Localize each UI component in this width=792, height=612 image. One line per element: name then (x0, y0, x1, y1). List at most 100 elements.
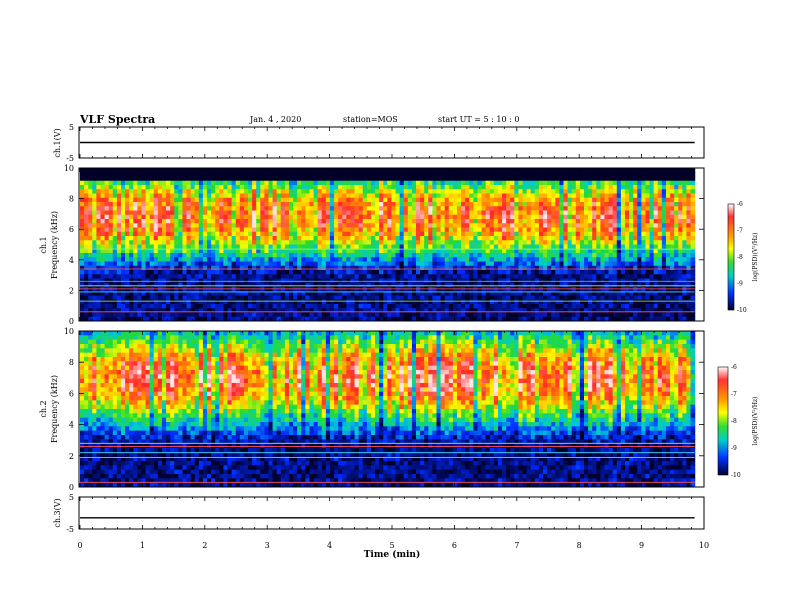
ch1-spectrogram-cell (227, 180, 233, 186)
ch1-spectrogram-cell (248, 206, 253, 212)
ch1-spectrogram-cell (231, 308, 237, 314)
ch1-spectrogram-cell (129, 274, 134, 280)
ch1-spectrogram-cell (391, 291, 397, 297)
ch1-spectrogram-cell (88, 223, 93, 229)
ch1-spectrogram-cell (235, 240, 241, 246)
ch1-spectrogram-cell (502, 189, 507, 195)
ch1-spectrogram-cell (678, 295, 683, 301)
ch1-spectrogram-cell (420, 172, 425, 178)
ch1-spectrogram-cell (473, 274, 479, 280)
ch1-spectrogram-cell (120, 291, 126, 297)
ch1-spectrogram-cell (444, 261, 450, 267)
ch1-spectrogram-cell (444, 244, 450, 250)
ch1-spectrogram-cell (338, 189, 343, 195)
ch1-spectrogram-cell (616, 223, 622, 229)
ch1-spectrogram-cell (198, 168, 204, 173)
ch1-spectrogram-cell (461, 261, 466, 267)
ch1-spectrogram-cell (362, 197, 368, 203)
ch1-spectrogram-cell (354, 299, 360, 305)
ch1-spectrogram-cell (305, 257, 311, 263)
ch1-spectrogram-cell (436, 206, 442, 212)
ch1-spectrogram-cell (137, 219, 143, 224)
ch1-spectrogram-cell (452, 210, 458, 216)
ch1-spectrogram-cell (584, 176, 589, 182)
ch1-spectrogram-cell (215, 261, 220, 267)
ch1-spectrogram-cell (522, 257, 528, 263)
ch1-spectrogram-cell (436, 236, 442, 241)
ch1-spectrogram-cell (616, 270, 622, 275)
ch1-spectrogram-cell (182, 253, 188, 258)
ch1-spectrogram-cell (579, 274, 585, 280)
ch1-spectrogram-cell (264, 227, 270, 233)
ch1-spectrogram-cell (207, 180, 212, 186)
ch1-spectrogram-cell (375, 227, 380, 233)
ch1-spectrogram-cell (481, 270, 487, 275)
ch1-spectrogram-cell (616, 180, 622, 186)
ch1-spectrogram-cell (489, 180, 495, 186)
ch1-spectrogram-cell (149, 299, 155, 305)
ch1-spectrogram-cell (399, 304, 405, 309)
ch1-spectrogram-cell (534, 227, 540, 233)
ch1-spectrogram-cell (674, 227, 679, 233)
ch1-spectrogram-cell (522, 219, 528, 224)
ch1-spectrogram-cell (416, 210, 421, 216)
ch1-spectrogram-cell (116, 295, 122, 301)
ch1-spectrogram-cell (194, 244, 200, 250)
ch1-spectrogram-cell (178, 176, 184, 182)
ch1-spectrogram-cell (125, 270, 130, 275)
ch1-spectrogram-cell (665, 185, 671, 190)
ch1-spectrogram-cell (411, 227, 417, 233)
ch1-spectrogram-cell (129, 257, 134, 263)
ch1-spectrogram-cell (379, 304, 384, 309)
ch1-spectrogram-cell (416, 185, 421, 190)
ch1-spectrogram-cell (678, 219, 683, 224)
ch1-spectrogram-cell (690, 240, 696, 246)
ch1-spectrogram-cell (456, 185, 462, 190)
ch1-spectrogram-cell (559, 172, 565, 178)
ch1-spectrogram-cell (579, 291, 585, 297)
ch1-spectrogram-cell (514, 248, 520, 254)
ch1-spectrogram-cell (665, 189, 671, 195)
ch1-spectrogram-cell (608, 193, 614, 199)
ch1-spectrogram-cell (317, 244, 323, 250)
ch1-spectrogram-cell (207, 248, 212, 254)
ch1-spectrogram-cell (674, 172, 679, 178)
ch1-spectrogram-cell (334, 227, 339, 233)
ch1-spectrogram-cell (346, 291, 352, 297)
ch1-spectrogram-cell (145, 248, 151, 254)
ch1-spectrogram-cell (383, 240, 388, 246)
ch1-spectrogram-cell (100, 202, 106, 207)
ch1-spectrogram-cell (670, 291, 675, 297)
ch1-spectrogram-cell (604, 253, 610, 258)
ch1-spectrogram-cell (456, 299, 462, 305)
ch1-spectrogram-cell (575, 236, 581, 241)
ch1-spectrogram-cell (227, 210, 233, 216)
ch1-spectrogram-cell (280, 253, 286, 258)
ch1-spectrogram-cell (219, 282, 225, 288)
ch1-spectrogram-cell (342, 168, 347, 173)
ch1-spectrogram-cell (604, 227, 610, 233)
ch1-spectrogram-cell (120, 219, 126, 224)
ch1-spectrogram-cell (637, 287, 642, 292)
ch1-spectrogram-cell (674, 197, 679, 203)
ch1-spectrogram-cell (182, 308, 188, 314)
ch1-spectrogram-cell (219, 244, 225, 250)
ch1-spectrogram-cell (567, 219, 573, 224)
ch1-spectrogram-cell (182, 270, 188, 275)
ch1-spectrogram-cell (571, 202, 577, 207)
ch1-spectrogram-cell (571, 257, 577, 263)
ch1-spectrogram-cell (432, 214, 438, 220)
ch1-spectrogram-cell (313, 214, 319, 220)
ch1-spectrogram-cell (645, 248, 651, 254)
ch1-spectrogram-cell (88, 193, 93, 199)
ch1-spectrogram-cell (604, 223, 610, 229)
ch1-spectrogram-cell (280, 240, 286, 246)
ch1-spectrogram-cell (325, 231, 331, 237)
ch1-spectrogram-cell (526, 270, 532, 275)
ch1-spectrogram-cell (264, 210, 270, 216)
ch1-spectrogram-cell (522, 253, 528, 258)
ch1-spectrogram-cell (579, 227, 585, 233)
ch1-spectrogram-cell (665, 257, 671, 263)
ch1-spectrogram-cell (473, 210, 479, 216)
ch1-spectrogram-cell (338, 291, 343, 297)
